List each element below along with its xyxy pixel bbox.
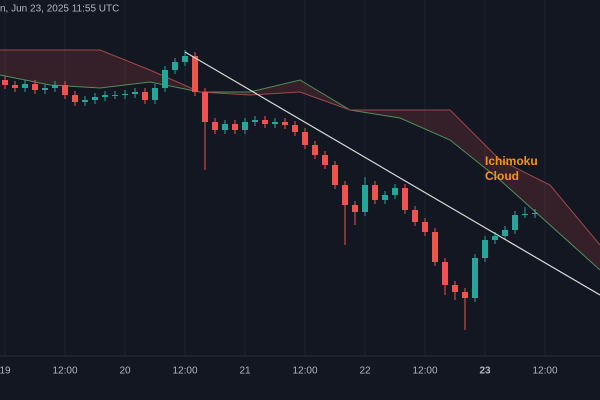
candle-body: [72, 95, 78, 102]
candle-body: [12, 85, 18, 88]
candle-body: [332, 165, 338, 185]
candle-body: [212, 122, 218, 130]
trendline: [184, 51, 600, 296]
candle-body: [302, 132, 308, 145]
candle-body: [52, 85, 58, 88]
x-tick-label: 20: [119, 366, 131, 377]
x-tick-label: 23: [479, 366, 491, 377]
candle-body: [2, 80, 8, 85]
candle-body: [392, 188, 398, 195]
x-tick-label: 12:00: [172, 366, 197, 377]
candle-body: [322, 155, 328, 165]
candle-body: [242, 122, 248, 130]
candle-body: [452, 285, 458, 292]
candle-body: [402, 188, 408, 210]
candle-body: [482, 240, 488, 258]
candle-body: [172, 62, 178, 70]
candle-body: [462, 292, 468, 298]
header-text: n, Jun 23, 2025 11:55 UTC: [0, 4, 119, 15]
candle-body: [42, 88, 48, 90]
candle-body: [312, 145, 318, 155]
candle-body: [512, 215, 518, 230]
candle-body: [112, 95, 118, 96]
candle-body: [102, 95, 108, 97]
candle-body: [282, 122, 288, 125]
annotation-text: Ichimoku: [485, 154, 538, 168]
candle-body: [202, 92, 208, 122]
candle-body: [222, 124, 228, 130]
x-tick-label: 12:00: [52, 366, 77, 377]
candle-body: [412, 210, 418, 222]
candle-body: [432, 232, 438, 262]
candle-body: [22, 84, 28, 88]
x-tick-label: 22: [359, 366, 371, 377]
candle-body: [372, 185, 378, 200]
annotation-text: Cloud: [485, 169, 519, 183]
x-tick-label: 12:00: [412, 366, 437, 377]
candle-body: [92, 97, 98, 100]
span-a-line: [0, 74, 600, 271]
candle-body: [292, 125, 298, 132]
cloud-fill: [0, 50, 600, 270]
candle-body: [62, 85, 68, 95]
x-tick-label: 19: [0, 366, 11, 377]
candle-body: [472, 258, 478, 298]
candle-body: [192, 56, 198, 92]
candle-body: [262, 120, 268, 124]
candle-body: [502, 230, 508, 236]
candle-body: [32, 84, 38, 90]
candle-body: [182, 56, 188, 62]
candle-body: [82, 100, 88, 102]
span-b-line: [0, 49, 600, 246]
candle-body: [492, 236, 498, 240]
candle-body: [362, 185, 368, 212]
candle-body: [162, 70, 168, 88]
candle-body: [422, 222, 428, 232]
candle-body: [132, 92, 138, 94]
candle-body: [382, 195, 388, 200]
candle-body: [152, 88, 158, 100]
candle-body: [272, 122, 278, 124]
x-tick-label: 12:00: [292, 366, 317, 377]
grid: [4, 0, 546, 355]
candle-body: [532, 213, 538, 214]
candle-body: [232, 124, 238, 130]
candle-body: [252, 120, 258, 122]
candle-body: [352, 205, 358, 212]
candles: [2, 50, 538, 330]
candle-body: [142, 92, 148, 100]
x-tick-label: 21: [239, 366, 251, 377]
candle-body: [522, 214, 528, 215]
x-tick-label: 12:00: [532, 366, 557, 377]
ichimoku-cloud: [0, 49, 600, 271]
candle-body: [122, 94, 128, 95]
candle-body: [442, 262, 448, 285]
candle-body: [342, 185, 348, 205]
